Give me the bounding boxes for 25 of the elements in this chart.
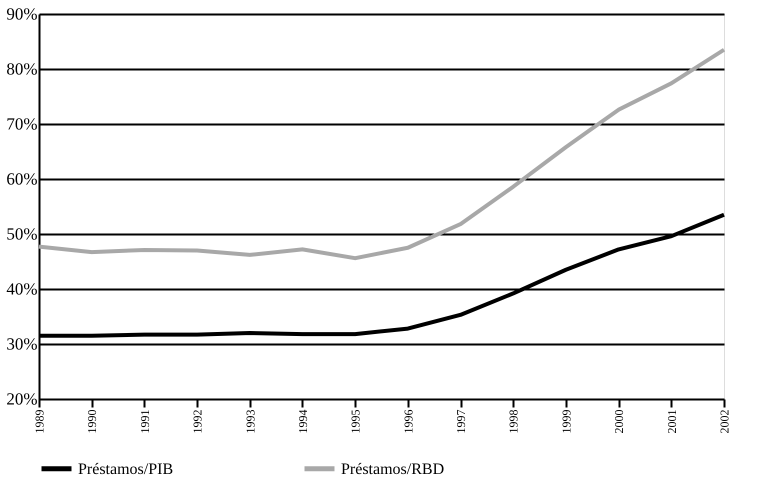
x-tick-label: 1991 [138, 410, 152, 434]
y-tick-label: 30% [6, 334, 38, 354]
y-tick-label: 50% [6, 224, 38, 244]
x-tick-label: 1999 [559, 410, 574, 434]
y-tick-label: 80% [6, 60, 38, 78]
legend-label: Préstamos/RBD [341, 460, 444, 478]
y-tick-label: 90% [6, 4, 38, 24]
x-tick-label: 1990 [85, 410, 100, 434]
x-tick-label: 2001 [664, 410, 679, 434]
y-tick-label: 40% [6, 280, 38, 298]
x-tick-label: 2000 [612, 410, 626, 434]
x-tick-label: 1989 [32, 410, 46, 434]
x-tick-label: 1992 [190, 410, 205, 434]
x-tick-label: 1993 [243, 410, 258, 434]
x-tick-label: 1995 [348, 410, 363, 434]
y-tick-label: 60% [6, 170, 38, 188]
y-tick-label: 70% [6, 114, 38, 134]
line-series [37, 48, 726, 260]
y-tick-label: 20% [6, 390, 38, 408]
x-tick-label: 1994 [296, 410, 310, 434]
x-tick-label: 1997 [454, 410, 468, 434]
legend-label: Préstamos/PIB [78, 460, 174, 478]
x-tick-label: 2002 [718, 410, 732, 434]
x-tick-label: 1996 [401, 410, 416, 434]
x-tick-label: 1998 [506, 410, 521, 434]
